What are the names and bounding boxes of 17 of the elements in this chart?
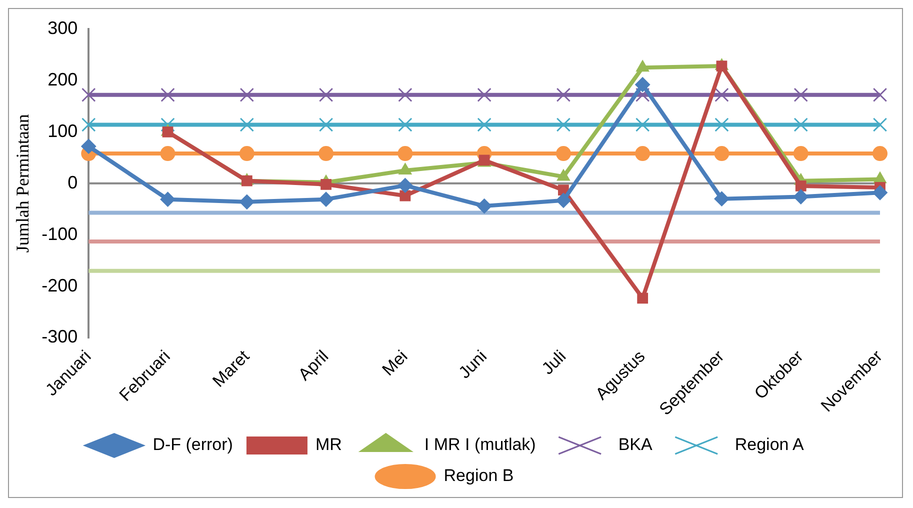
legend-label: Region B xyxy=(444,466,514,486)
legend-label: I MR I (mutlak) xyxy=(424,435,536,454)
y-axis-title: Jumlah Permintaan xyxy=(12,114,33,253)
y-tick-label: -200 xyxy=(42,275,78,296)
y-tick-label: -300 xyxy=(42,326,78,347)
y-tick-label: 300 xyxy=(48,18,78,38)
legend-label: Region A xyxy=(734,435,805,454)
legend-label: BKA xyxy=(618,435,654,454)
y-tick-label: 0 xyxy=(68,172,78,192)
x-tick-label: Mei xyxy=(378,346,412,380)
y-tick-label: -100 xyxy=(42,224,78,244)
x-tick-label: Juli xyxy=(538,346,570,378)
x-tick-label: Juni xyxy=(454,346,490,382)
y-tick-label: 200 xyxy=(48,69,78,90)
y-tick-label: 100 xyxy=(48,120,78,141)
legend-label: D-F (error) xyxy=(152,435,233,454)
legend-label: MR xyxy=(315,435,342,454)
